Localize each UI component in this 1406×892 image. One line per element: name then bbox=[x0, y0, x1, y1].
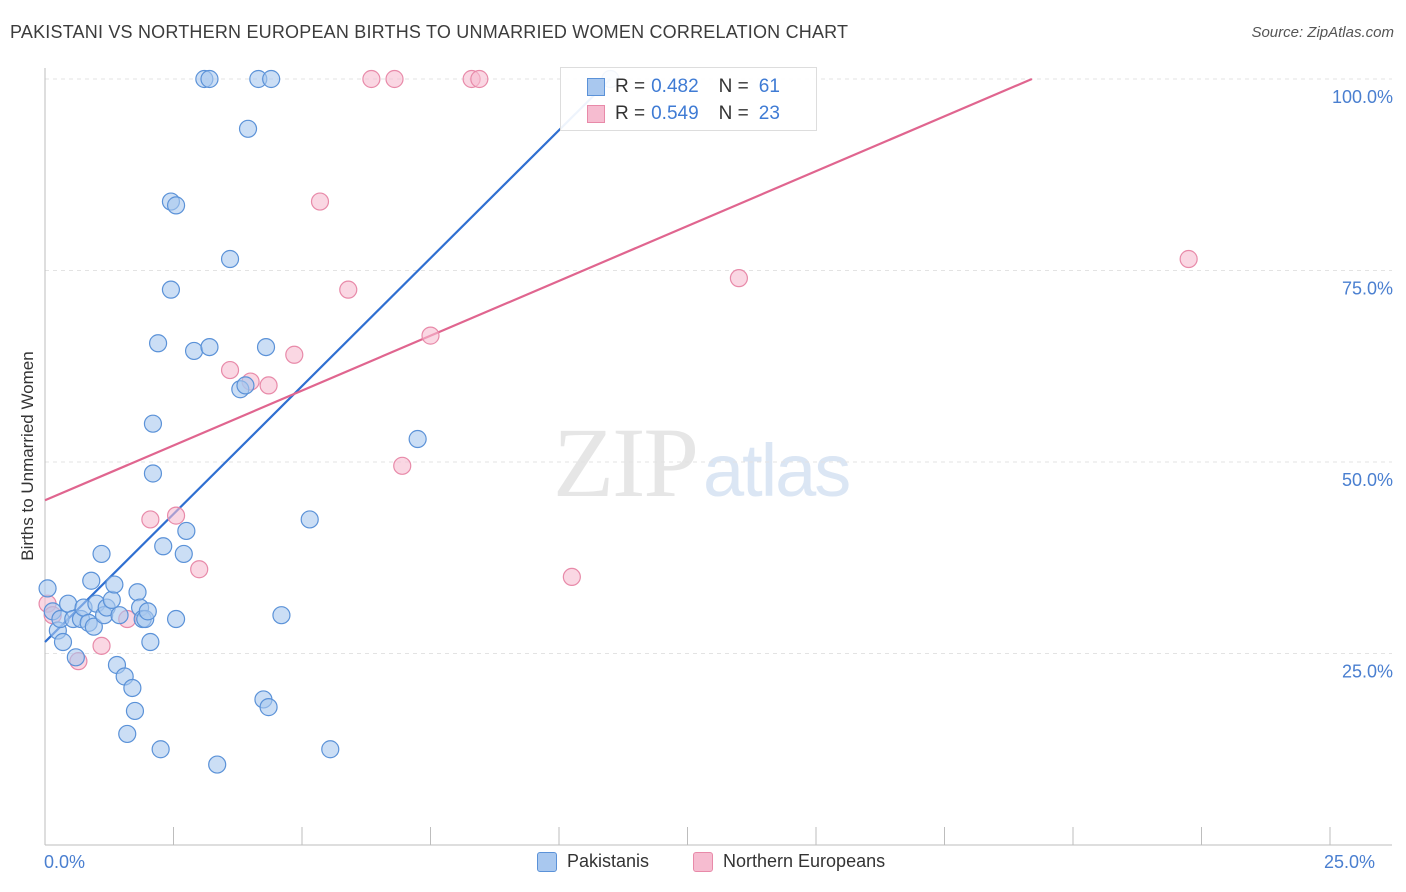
legend-r-value: 0.549 bbox=[651, 103, 699, 124]
northern-point bbox=[1179, 249, 1198, 269]
data-points bbox=[38, 69, 1198, 774]
pakistani-point bbox=[177, 521, 196, 541]
pakistani-point bbox=[408, 429, 427, 449]
y-tick-label: 25.0% bbox=[1342, 662, 1393, 682]
pakistani-point bbox=[59, 594, 78, 613]
pakistani-point bbox=[141, 632, 160, 652]
pakistani-point bbox=[238, 119, 258, 138]
pakistani-point bbox=[110, 606, 129, 625]
pakistani-point bbox=[143, 414, 163, 433]
watermark-atlas: atlas bbox=[703, 429, 851, 512]
pakistani-point bbox=[105, 575, 124, 594]
trend-lines bbox=[44, 77, 1033, 643]
legend-label-pakistanis: Pakistanis bbox=[567, 851, 650, 871]
legend-label-northern-europeans: Northern Europeans bbox=[723, 851, 886, 871]
pakistani-trend-line bbox=[44, 78, 612, 643]
x-tick-label-max: 25.0% bbox=[1324, 852, 1376, 872]
pakistani-point bbox=[92, 544, 111, 564]
pakistani-point bbox=[259, 698, 278, 717]
pakistani-point bbox=[272, 606, 291, 625]
northern-point bbox=[421, 326, 440, 345]
watermark: ZIPatlas bbox=[553, 405, 851, 520]
legend-n-value: 61 bbox=[758, 76, 780, 97]
legend-n-label: N = bbox=[718, 103, 749, 124]
pakistani-point bbox=[200, 69, 219, 89]
legend-n-label: N = bbox=[718, 76, 749, 97]
northern-point bbox=[393, 456, 412, 475]
northern-point bbox=[220, 360, 240, 380]
northern-point bbox=[285, 345, 304, 364]
grid-lines bbox=[45, 78, 1392, 654]
northern-point bbox=[190, 560, 209, 579]
pakistani-point bbox=[102, 590, 121, 609]
legend-r-label: R = bbox=[615, 76, 646, 97]
northern-point bbox=[385, 69, 404, 89]
northern-point bbox=[259, 376, 278, 395]
northern-point bbox=[729, 269, 749, 288]
pakistani-point bbox=[184, 341, 204, 361]
pakistani-point bbox=[123, 678, 142, 698]
legend-item-pakistanis[interactable]: Pakistanis bbox=[537, 851, 649, 872]
y-tick-label: 100.0% bbox=[1332, 87, 1393, 107]
northern-point bbox=[92, 636, 111, 655]
legend-row-northern: R = 0.549 N = 23 bbox=[587, 102, 780, 126]
legend-r-value: 0.482 bbox=[651, 76, 699, 97]
pakistani-point bbox=[143, 464, 163, 483]
northern-point bbox=[141, 510, 160, 529]
pakistani-point bbox=[138, 602, 157, 621]
pakistanis-swatch-icon bbox=[537, 851, 557, 872]
stats-legend: R = 0.482 N = 61 R = 0.549 N = 23 bbox=[560, 67, 817, 131]
pakistani-point bbox=[82, 571, 101, 590]
northern-point bbox=[362, 69, 381, 89]
y-tick-labels: 25.0% 50.0% 75.0% 100.0% bbox=[1332, 87, 1393, 682]
pakistani-point bbox=[166, 609, 186, 629]
source-credit: Source: ZipAtlas.com bbox=[1251, 24, 1394, 41]
northern-trend-line bbox=[44, 77, 1033, 502]
pakistani-point bbox=[38, 579, 57, 598]
pakistani-point bbox=[174, 544, 193, 564]
chart-title: PAKISTANI VS NORTHERN EUROPEAN BIRTHS TO… bbox=[10, 22, 849, 42]
northern-point bbox=[166, 506, 186, 525]
x-tick-label-min: 0.0% bbox=[44, 852, 86, 872]
northern-point bbox=[310, 192, 330, 211]
pakistani-point bbox=[53, 632, 73, 652]
legend-item-northern-europeans[interactable]: Northern Europeans bbox=[693, 851, 885, 872]
pakistani-point bbox=[128, 583, 147, 602]
y-tick-label: 75.0% bbox=[1342, 279, 1393, 299]
pakistani-point bbox=[84, 617, 103, 636]
northern-point bbox=[562, 567, 581, 587]
y-tick-label: 50.0% bbox=[1342, 470, 1393, 490]
pakistani-point bbox=[166, 196, 186, 215]
legend-row-pakistani: R = 0.482 N = 61 bbox=[587, 75, 780, 99]
pakistani-point bbox=[200, 338, 219, 357]
pakistani-point bbox=[321, 740, 340, 759]
northern-point bbox=[470, 69, 489, 89]
pakistani-point bbox=[151, 740, 170, 759]
watermark-zip: ZIP bbox=[553, 407, 699, 518]
northern-swatch-icon bbox=[587, 105, 605, 123]
pakistani-point bbox=[262, 69, 281, 89]
pakistani-point bbox=[236, 376, 255, 395]
pakistani-point bbox=[148, 334, 168, 353]
series-legend: Pakistanis Northern Europeans bbox=[0, 851, 1406, 877]
legend-n-value: 23 bbox=[758, 103, 780, 124]
pakistani-point bbox=[161, 280, 181, 299]
y-axis-label: Births to Unmarried Women bbox=[18, 351, 37, 561]
pakistani-swatch-icon bbox=[587, 78, 605, 96]
northern-point bbox=[339, 280, 358, 299]
axes bbox=[44, 68, 1392, 846]
pakistani-point bbox=[125, 701, 145, 721]
pakistani-point bbox=[208, 755, 227, 774]
pakistani-point bbox=[118, 724, 137, 744]
pakistani-point bbox=[220, 249, 240, 269]
pakistani-point bbox=[300, 510, 319, 529]
pakistani-point bbox=[256, 338, 276, 357]
pakistani-point bbox=[66, 648, 85, 667]
legend-r-label: R = bbox=[615, 103, 646, 124]
northern-europeans-swatch-icon bbox=[693, 851, 713, 872]
pakistani-point bbox=[154, 537, 173, 556]
